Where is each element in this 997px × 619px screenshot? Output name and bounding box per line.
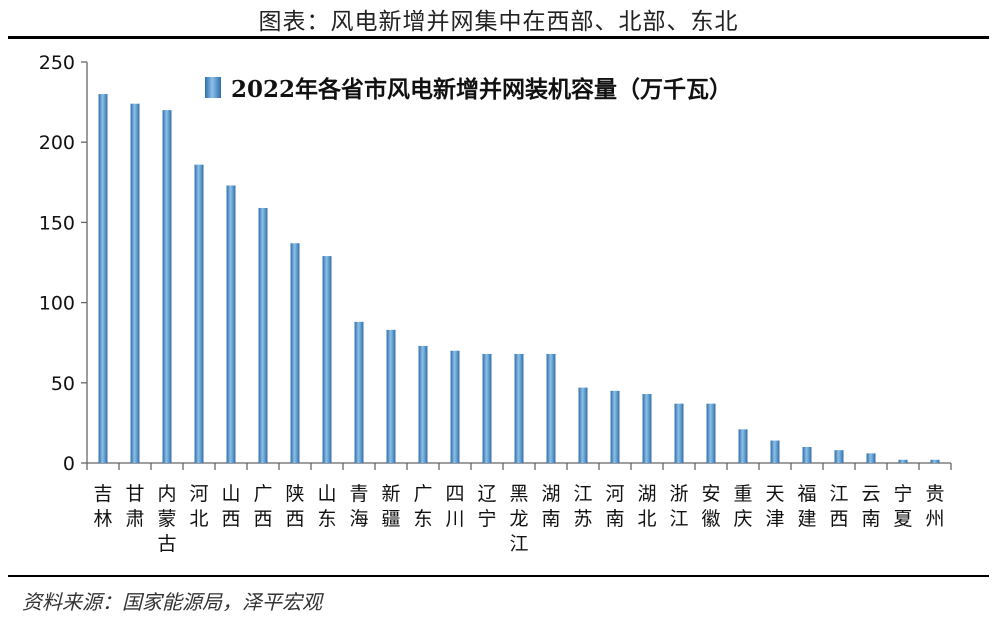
x-category-label: 四川	[445, 483, 464, 530]
chart-axes: 0 50 100 150 200 250	[39, 52, 952, 475]
x-category-label: 河南	[605, 483, 624, 530]
x-category-label: 黑龙江	[509, 483, 528, 555]
source-note: 资料来源：国家能源局，泽平宏观	[22, 590, 322, 614]
bar	[194, 164, 204, 463]
x-category-label: 湖北	[637, 483, 656, 530]
bar	[770, 440, 780, 463]
x-category-label: 云南	[861, 483, 880, 530]
x-category-label: 安徽	[701, 483, 720, 530]
x-category-label: 河北	[189, 483, 208, 530]
x-category-label: 湖南	[541, 483, 560, 530]
bar	[546, 353, 556, 463]
bar-series	[98, 94, 940, 464]
bar	[578, 387, 588, 463]
x-category-label: 甘肃	[125, 483, 144, 530]
bar	[642, 394, 652, 463]
x-category-label: 青海	[349, 483, 368, 530]
bar	[98, 94, 108, 463]
bar	[290, 243, 300, 463]
legend-label: 2022年各省市风电新增并网装机容量（万千瓦）	[231, 76, 732, 103]
x-category-label: 广东	[413, 483, 432, 530]
bar	[130, 103, 140, 463]
bar	[866, 453, 876, 463]
x-category-label: 重庆	[733, 483, 752, 530]
bar	[386, 329, 396, 463]
bar	[226, 185, 236, 463]
x-category-label: 新疆	[381, 483, 400, 530]
bar	[834, 450, 844, 463]
x-category-label: 贵州	[925, 483, 944, 530]
y-tick-label: 50	[51, 373, 75, 395]
bar	[514, 353, 524, 463]
bar	[930, 459, 940, 463]
bar	[322, 256, 332, 463]
bar	[674, 403, 684, 463]
bar	[450, 350, 460, 463]
x-category-label: 江苏	[573, 483, 592, 530]
x-category-label: 福建	[797, 483, 816, 530]
y-tick-label: 250	[39, 52, 75, 74]
y-tick-label: 200	[39, 132, 75, 154]
category-labels: 吉林甘肃内蒙古河北山西广西陕西山东青海新疆广东四川辽宁黑龙江湖南江苏河南湖北浙江…	[93, 483, 944, 555]
x-category-label: 天津	[765, 483, 784, 530]
x-category-label: 吉林	[93, 483, 112, 530]
y-tick-label: 100	[39, 293, 75, 315]
bar	[418, 345, 428, 463]
x-category-label: 内蒙古	[157, 483, 176, 555]
x-category-label: 宁夏	[893, 483, 912, 530]
bar-chart: 0 50 100 150 200 250 吉林甘肃内蒙古河北山西广西陕西山东青海新疆广东四…	[39, 52, 952, 555]
x-category-label: 辽宁	[477, 483, 496, 530]
figure-title: 图表：风电新增并网集中在西部、北部、东北	[258, 9, 739, 35]
x-category-label: 山西	[221, 483, 240, 530]
bar	[162, 110, 172, 464]
y-tick-label: 150	[39, 212, 75, 234]
bar	[802, 446, 812, 463]
footer-divider	[8, 575, 989, 577]
bar	[354, 321, 364, 463]
x-category-label: 浙江	[669, 483, 688, 530]
x-category-label: 山东	[317, 483, 336, 530]
bar	[258, 207, 268, 463]
y-tick-label: 0	[63, 453, 75, 475]
bar	[482, 353, 492, 463]
x-category-label: 江西	[829, 483, 848, 530]
bar	[738, 429, 748, 463]
bar	[706, 403, 716, 463]
bar	[610, 390, 620, 463]
bar	[898, 459, 908, 463]
legend-swatch	[205, 77, 221, 98]
header-divider	[8, 36, 989, 39]
chart-legend: 2022年各省市风电新增并网装机容量（万千瓦）	[205, 76, 732, 103]
x-category-label: 广西	[253, 483, 272, 530]
x-category-label: 陕西	[285, 483, 304, 530]
